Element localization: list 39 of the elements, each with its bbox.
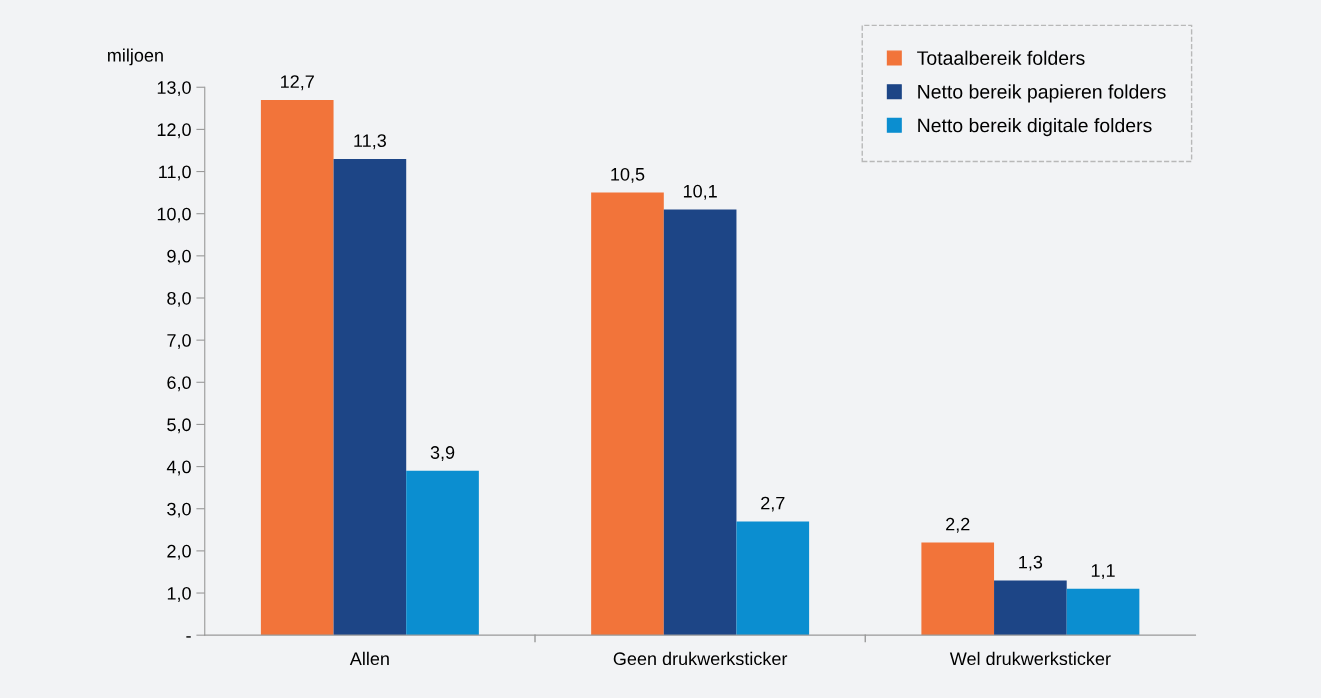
y-tick-label: 11,0 bbox=[159, 165, 191, 181]
bar bbox=[736, 521, 810, 636]
x-tick-label: Allen bbox=[349, 651, 389, 666]
bar bbox=[663, 209, 737, 636]
x-tick-label: Geen drukwerksticker bbox=[613, 651, 788, 666]
y-tick-label: 2,0 bbox=[167, 544, 191, 560]
data-label: 11,3 bbox=[354, 134, 386, 150]
y-tick-label: 3,0 bbox=[167, 502, 191, 518]
data-label: 10,5 bbox=[611, 167, 645, 183]
legend-label: Totaalbereik folders bbox=[917, 50, 1085, 65]
legend-label: Netto bereik digitale folders bbox=[918, 118, 1152, 137]
y-tick-label: 1,0 bbox=[167, 586, 191, 602]
y-tick-label: 13,0 bbox=[157, 81, 191, 97]
y-tick-label: 5,0 bbox=[167, 418, 191, 434]
y-tick-label: 8,0 bbox=[167, 291, 191, 307]
bar bbox=[994, 580, 1067, 636]
data-label: 2,2 bbox=[946, 517, 970, 533]
y-tick-label: 12,0 bbox=[157, 123, 191, 139]
y-tick-label: 6,0 bbox=[167, 376, 191, 392]
data-label: 1,3 bbox=[1019, 555, 1043, 571]
data-label: 12,7 bbox=[281, 75, 314, 91]
y-tick-label: 10,0 bbox=[157, 207, 191, 223]
bar bbox=[333, 158, 407, 636]
legend-label: Netto bereik papieren folders bbox=[918, 84, 1166, 103]
bar bbox=[1066, 588, 1140, 636]
data-label: 3,9 bbox=[430, 446, 455, 462]
y-tick-label: 9,0 bbox=[167, 249, 191, 265]
y-axis-title: miljoen bbox=[108, 48, 163, 66]
bar bbox=[260, 99, 334, 636]
x-tick-label: Wel drukwerksticker bbox=[949, 651, 1111, 666]
data-label: 1,1 bbox=[1091, 564, 1115, 580]
y-tick-label: 7,0 bbox=[167, 334, 191, 349]
data-label: 2,7 bbox=[761, 496, 785, 512]
bar bbox=[921, 542, 995, 636]
bar bbox=[591, 192, 664, 636]
data-label: 10,1 bbox=[683, 184, 717, 200]
y-tick-label: 4,0 bbox=[166, 460, 191, 476]
bar bbox=[406, 470, 479, 636]
y-tick-label: - bbox=[186, 636, 191, 638]
